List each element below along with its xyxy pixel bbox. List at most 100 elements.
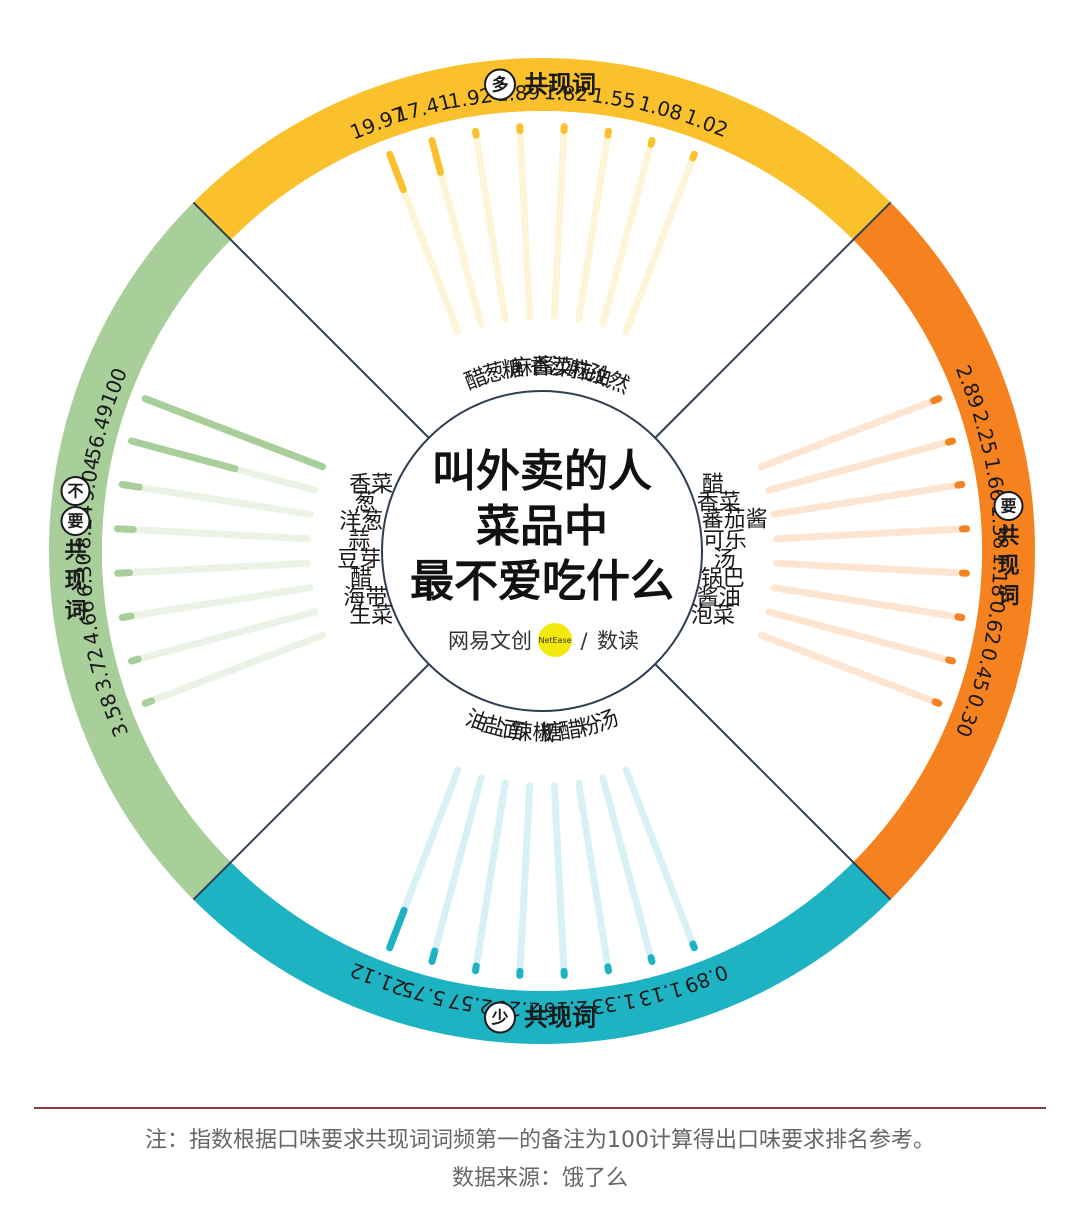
category-label-left-6: 海带 — [343, 585, 387, 610]
bar-left-7 — [141, 697, 156, 707]
bar-track-right-6 — [765, 608, 957, 665]
group-title-char-right: 要 — [1000, 497, 1016, 516]
group-title-char-left: 要 — [67, 512, 83, 531]
group-title-top: 多共现词 — [484, 68, 596, 101]
brand-badge-circle — [538, 623, 572, 657]
bar-left-4 — [114, 569, 134, 577]
category-label-bottom-5: 醋 — [558, 717, 584, 745]
bar-track-right-0 — [757, 395, 943, 471]
brand-divider: / — [580, 629, 588, 653]
group-titles: 多共现词要共现词少 共现词不要共现词 — [60, 68, 1024, 1034]
bar-track-left-3 — [114, 525, 311, 543]
ring-sector-top — [193, 58, 891, 240]
group-title-char-right: 共 — [997, 524, 1019, 549]
bar-right-6 — [945, 656, 957, 665]
value-label-left-4: 6.30 — [71, 552, 97, 598]
ring-sector-right — [853, 202, 1035, 900]
bar-track-bottom-2 — [472, 779, 509, 975]
outer-ring — [49, 58, 1035, 1044]
title-line-1: 叫外卖的人 — [432, 446, 652, 497]
data-source: 数据来源：饿了么 — [451, 1166, 628, 1191]
bar-top-1 — [428, 136, 445, 176]
bar-bottom-1 — [428, 947, 439, 966]
group-badge-top — [484, 68, 516, 101]
group-title-char-left: 现 — [64, 569, 86, 594]
bar-track-left-5 — [118, 584, 314, 621]
group-badge-right — [993, 491, 1024, 521]
title-line-2: 菜品中 — [476, 501, 608, 552]
group-title-char-left: 不 — [67, 482, 83, 501]
bar-top-7 — [689, 150, 698, 162]
group-name-top: 共现词 — [524, 71, 596, 99]
bar-left-2 — [118, 481, 143, 491]
bar-track-bottom-3 — [516, 782, 534, 979]
sector-divider-3 — [192, 663, 430, 901]
bar-left-6 — [127, 655, 142, 665]
footnote: 注：指数根据口味要求共现词词频第一的备注为100计算得出口味要求排名参考。 — [145, 1128, 935, 1153]
category-label-right-6: 酱油 — [697, 585, 741, 610]
category-label-right-0: 醋 — [702, 472, 724, 497]
title-line-3: 最不爱吃什么 — [410, 556, 674, 607]
bar-track-top-3 — [516, 123, 534, 320]
bar-top-6 — [647, 136, 656, 148]
bar-track-right-4 — [773, 559, 970, 577]
bar-track-right-1 — [765, 437, 957, 494]
bar-track-top-5 — [575, 127, 612, 323]
bar-track-bottom-6 — [599, 774, 656, 966]
category-label-top-4: 香菜 — [529, 354, 574, 381]
bar-layer — [114, 123, 970, 979]
group-name-bottom: 共现词 — [524, 1004, 596, 1032]
category-label-bottom-3: 辣椒 — [510, 720, 555, 747]
category-label-right-5: 锅巴 — [701, 567, 745, 592]
category-label-top-3: 麻酱 — [510, 354, 555, 381]
category-label-right-1: 香菜 — [697, 491, 741, 516]
bar-track-right-5 — [770, 584, 966, 621]
group-title-char-right: 词 — [997, 584, 1019, 609]
sector-divider-2 — [654, 663, 892, 901]
brand-name: 网易文创 — [448, 629, 532, 653]
bar-track-bottom-1 — [428, 774, 485, 966]
brand-sub: 数读 — [597, 629, 639, 653]
bar-bottom-0 — [386, 906, 408, 952]
bar-track-right-3 — [773, 525, 970, 543]
category-label-left-4: 豆芽 — [337, 548, 381, 573]
category-label-bottom-2: 面 — [501, 717, 527, 745]
group-title-char-left: 共 — [64, 539, 86, 564]
group-title-bottom: 少共现词 — [484, 1001, 596, 1034]
bar-right-0 — [930, 395, 943, 405]
bar-track-right-2 — [770, 481, 966, 518]
brand-logo: 网易文创 NetEase / 数读 — [448, 623, 639, 657]
bar-track-left-4 — [114, 559, 311, 577]
center-circle — [381, 390, 703, 712]
footer-divider — [34, 1107, 1046, 1109]
group-badge-text-bottom: 少 — [491, 1009, 509, 1029]
category-label-right-3: 可乐 — [703, 528, 747, 553]
category-label-left-0: 香菜 — [349, 472, 393, 497]
category-label-left-3: 蒜 — [348, 528, 370, 553]
category-label-top-2: 糖 — [500, 356, 526, 384]
bar-track-top-4 — [550, 123, 568, 320]
bar-bottom-2 — [472, 962, 480, 975]
bar-bottom-5 — [604, 963, 612, 975]
ring-sector-left — [49, 202, 231, 900]
bar-track-left-6 — [127, 608, 319, 665]
center-title: 叫外卖的人 菜品中 最不爱吃什么 — [410, 446, 674, 607]
bar-top-0 — [386, 150, 407, 194]
bar-track-top-6 — [599, 136, 656, 328]
group-badge-bottom — [484, 1001, 516, 1034]
bar-right-5 — [954, 613, 966, 621]
value-label-right-4: 1.18 — [987, 552, 1013, 598]
category-label-left-2: 洋葱 — [339, 509, 383, 534]
group-title-char-left: 词 — [64, 599, 86, 624]
category-label-right-2: 蕃茄酱 — [702, 507, 768, 532]
bar-track-bottom-4 — [550, 782, 568, 979]
radial-chart: 19.97醋17.41葱1.92糖1.89麻酱1.82香菜1.55沙拉1.08麻… — [49, 58, 1035, 1044]
bar-bottom-7 — [689, 940, 698, 952]
group-title-char-right: 现 — [997, 554, 1019, 579]
bar-left-1 — [127, 437, 239, 473]
category-label-left-5: 醋 — [350, 567, 372, 592]
category-label-left-1: 葱 — [354, 491, 376, 516]
sector-dividers — [192, 201, 892, 901]
